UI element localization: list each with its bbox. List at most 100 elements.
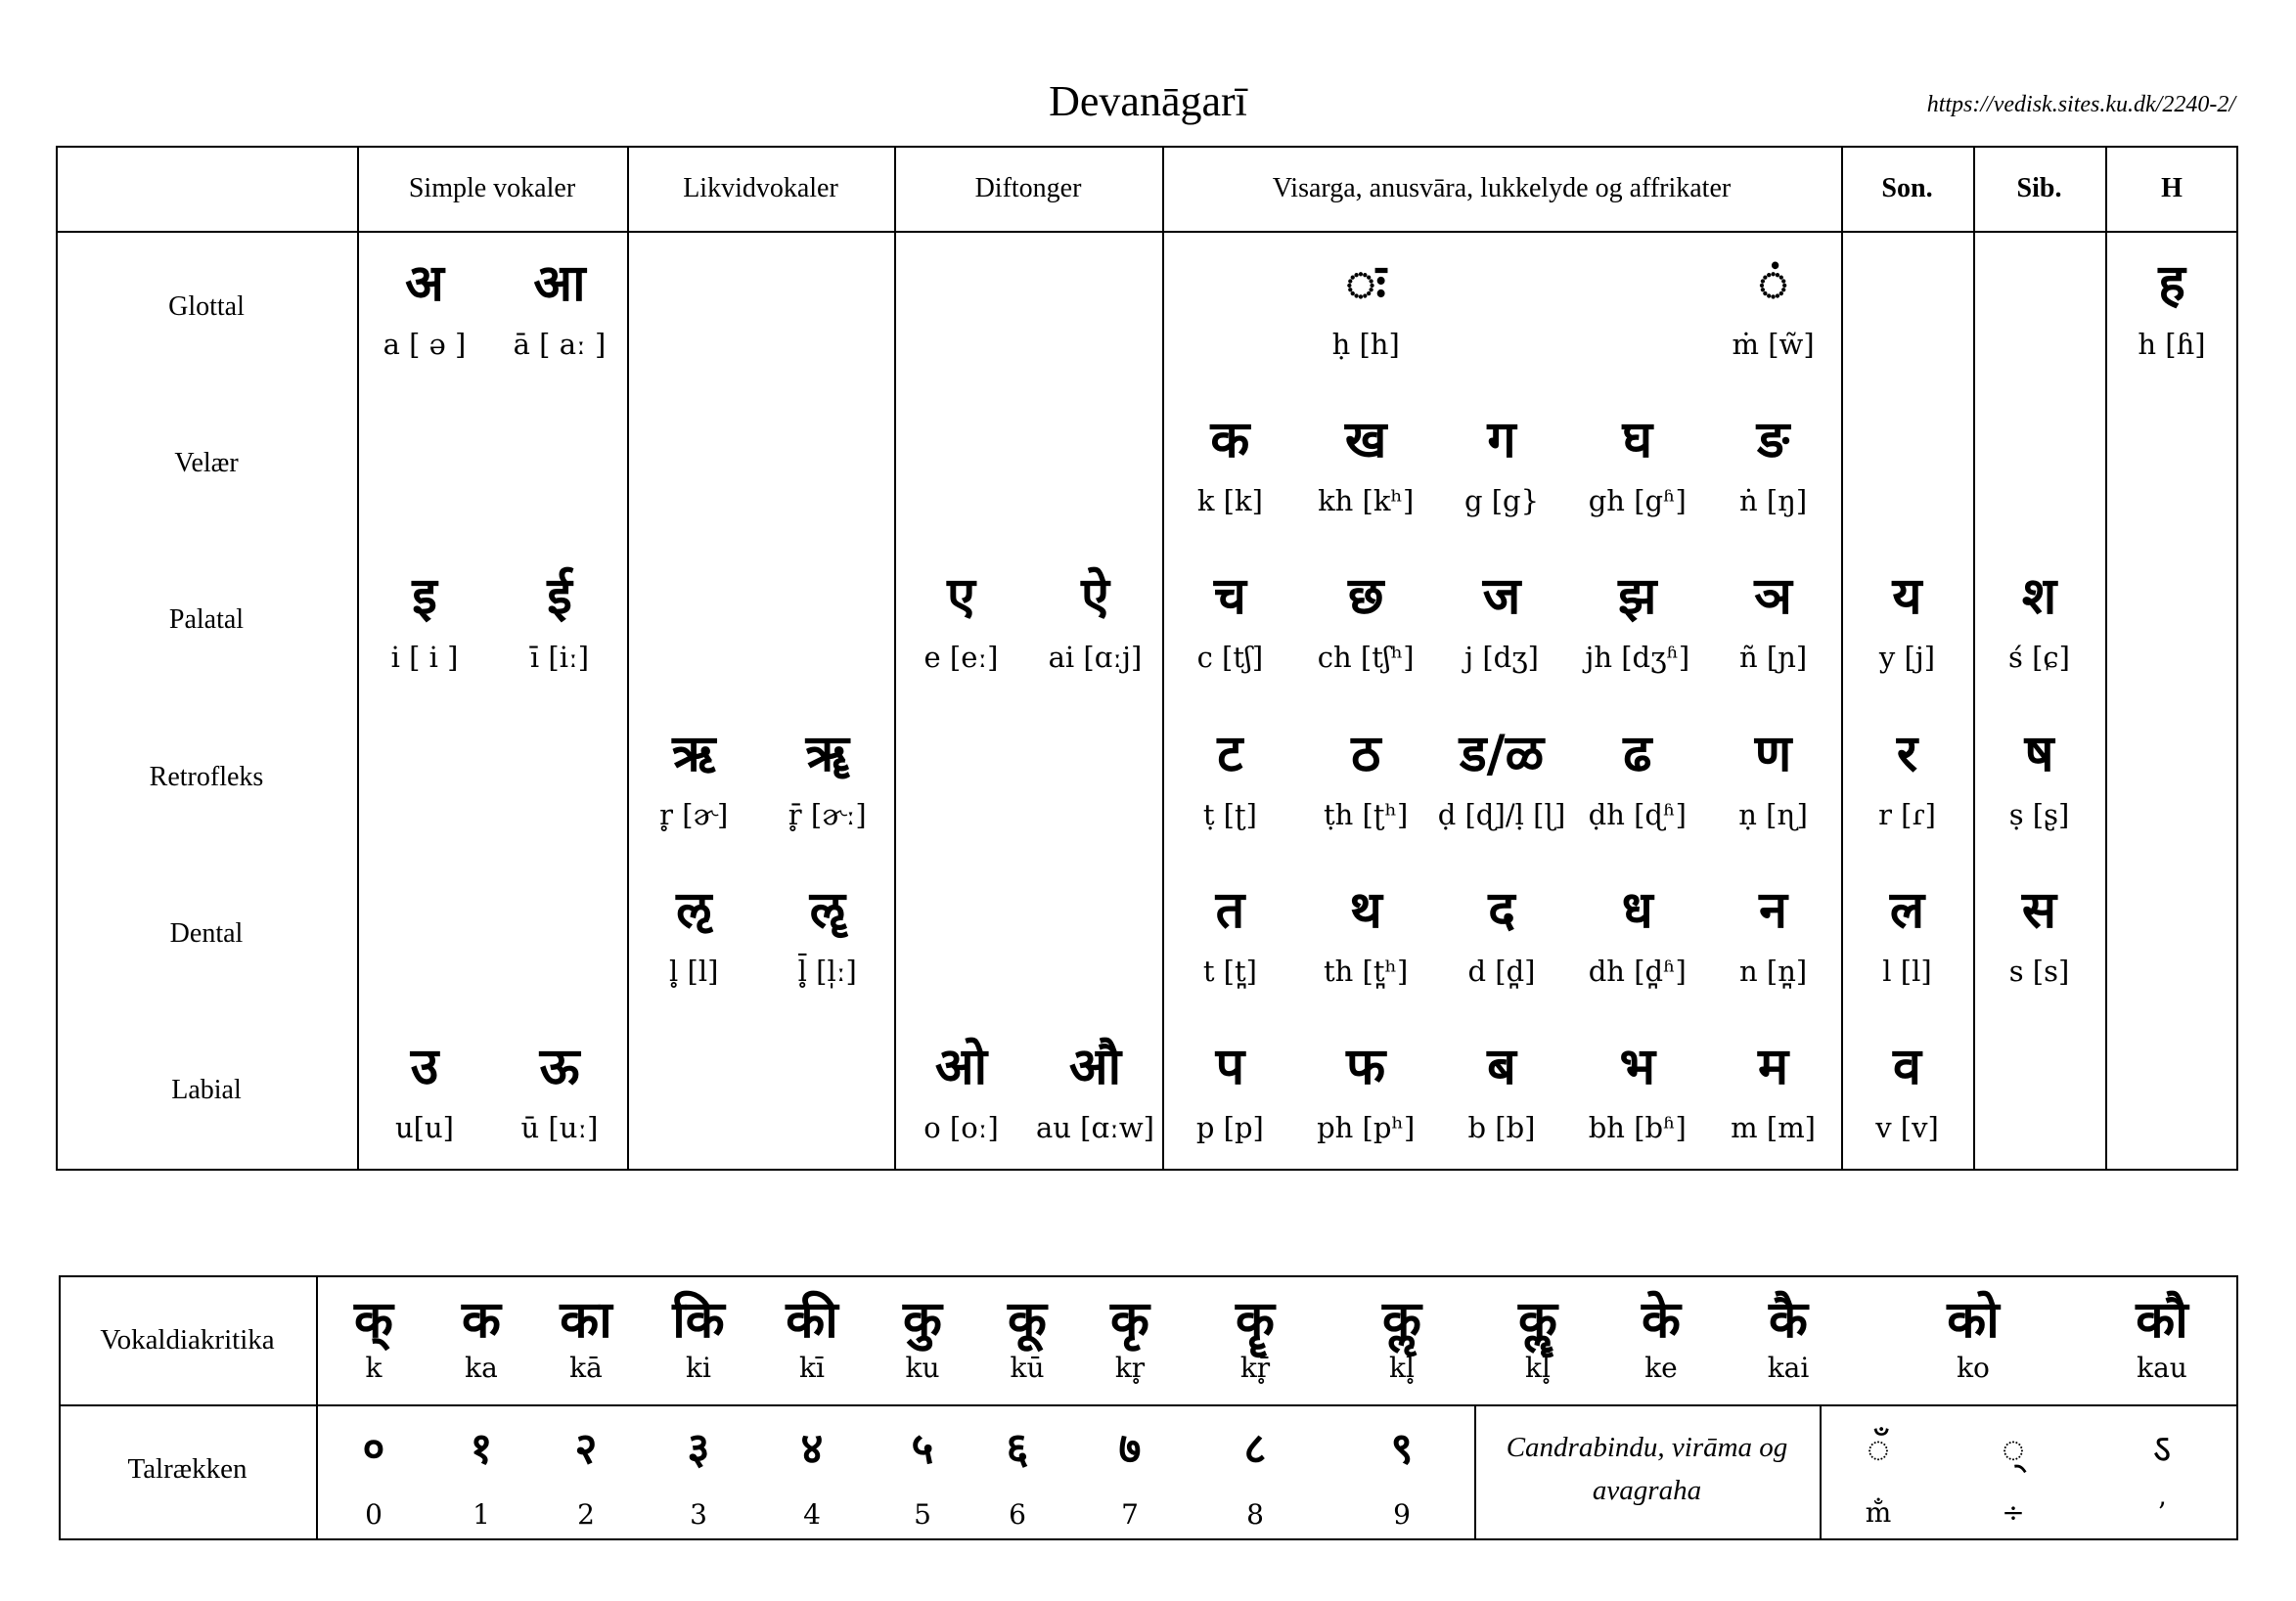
transliteration: g [g} xyxy=(1463,484,1540,518)
column-header: Simple vokaler xyxy=(408,172,576,203)
devanagari-glyph: ण xyxy=(1754,724,1792,783)
transliteration: c [tʃ] xyxy=(1196,641,1264,675)
letter-cell: ष ṣ [ʂ] xyxy=(1971,723,2108,832)
devanagari-glyph: को xyxy=(1947,1291,2000,1350)
transliteration: b [b] xyxy=(1467,1110,1536,1144)
diacritic-cell: क ka xyxy=(413,1289,550,1385)
devanagari-glyph: ञ xyxy=(1754,567,1792,627)
column-divider xyxy=(627,146,629,1171)
transliteration: v [v] xyxy=(1875,1110,1939,1144)
page-title: Devanāgarī xyxy=(1049,77,1247,125)
column-header: Son. xyxy=(1881,172,1933,203)
diacritic-cell: का kā xyxy=(518,1289,654,1385)
letter-cell: भ bh [bʱ] xyxy=(1569,1036,1706,1145)
letter-cell: ङ ṅ [ŋ] xyxy=(1705,409,1842,518)
column-divider xyxy=(1973,146,1975,1171)
transliteration: u[u] xyxy=(395,1110,454,1144)
transliteration: d [d̪] xyxy=(1467,954,1536,988)
arabic-numeral: 4 xyxy=(803,1498,821,1531)
diacritic-cell: की kī xyxy=(743,1289,880,1385)
letter-cell: श ś [ɕ] xyxy=(1971,565,2108,675)
diacritic-cell: कु ku xyxy=(854,1289,991,1385)
transliteration: jh [dʒʱ] xyxy=(1585,641,1690,675)
letter-cell: ट ṭ [ʈ] xyxy=(1161,723,1298,832)
transliteration: ś [ɕ] xyxy=(2008,641,2070,675)
devanagari-numeral: १ xyxy=(470,1424,493,1474)
letter-cell: ए e [eː] xyxy=(893,565,1030,675)
transliteration: ku xyxy=(905,1352,940,1384)
arabic-numeral: 3 xyxy=(690,1498,707,1531)
transliteration: ā [ aː ] xyxy=(513,328,607,361)
letter-cell: ल l [l] xyxy=(1839,879,1976,989)
transliteration: j [dʒ] xyxy=(1464,641,1539,675)
devanagari-glyph: कि xyxy=(672,1291,725,1350)
transliteration: kr̥ xyxy=(1114,1352,1146,1384)
arabic-numeral: 9 xyxy=(1393,1498,1411,1531)
letter-cell: म m [m] xyxy=(1705,1036,1842,1145)
letter-cell: स s [s] xyxy=(1971,879,2108,989)
devanagari-glyph: न xyxy=(1759,880,1788,940)
transliteration: ṁ [w̃] xyxy=(1732,328,1815,361)
devanagari-glyph: की xyxy=(786,1291,838,1350)
devanagari-glyph: ऐ xyxy=(1081,567,1109,627)
transliteration: au [ɑːw] xyxy=(1036,1110,1154,1144)
diacritic-cell: कॄ kr̥̄ xyxy=(1187,1289,1324,1385)
transliteration: s [s] xyxy=(2008,954,2070,988)
devanagari-glyph: आ xyxy=(533,254,586,313)
row-divider xyxy=(59,1404,2238,1406)
devanagari-glyph: ग xyxy=(1487,411,1516,470)
devanagari-glyph: कौ xyxy=(2136,1291,2188,1350)
devanagari-glyph: ई xyxy=(547,567,572,627)
transliteration: k [k] xyxy=(1196,484,1263,518)
transliteration: kā xyxy=(569,1352,603,1384)
devanagari-glyph: कू xyxy=(1008,1291,1047,1350)
header-divider xyxy=(56,231,2238,233)
devanagari-glyph: घ xyxy=(1622,411,1653,470)
devanagari-glyph: प xyxy=(1215,1037,1245,1096)
letter-cell: व v [v] xyxy=(1839,1036,1976,1145)
transliteration: kau xyxy=(2137,1352,2187,1384)
transliteration: ḍh [ɖʱ] xyxy=(1588,797,1687,831)
column-divider xyxy=(1162,146,1164,1171)
devanagari-glyph: द xyxy=(1488,880,1515,940)
devanagari-glyph: च xyxy=(1213,567,1246,627)
letter-cell: ः ḥ [h] xyxy=(1297,252,1434,362)
letter-cell: ह h [ɦ] xyxy=(2103,252,2240,362)
diacritic-cell: कॣ kl̥̄ xyxy=(1469,1289,1606,1385)
transliteration: l [l] xyxy=(1882,954,1932,988)
column-header: Diftonger xyxy=(974,172,1082,203)
letter-cell: न n [n̪] xyxy=(1705,879,1842,989)
row-label: Labial xyxy=(171,1074,242,1105)
letter-cell: ज j [dʒ] xyxy=(1433,565,1570,675)
transliteration: y [j] xyxy=(1878,641,1936,675)
transliteration: l̥̄ [l̩ː] xyxy=(797,954,857,988)
devanagari-glyph: इ xyxy=(412,567,437,627)
devanagari-glyph: ब xyxy=(1487,1037,1516,1096)
diacritic-cell: क् k xyxy=(305,1289,442,1385)
transliteration: r̥̄ [ɚː] xyxy=(788,797,867,831)
devanagari-numeral: ९ xyxy=(1390,1424,1414,1474)
devanagari-glyph: उ xyxy=(410,1037,439,1096)
devanagari-glyph: ओ xyxy=(934,1037,988,1096)
letter-cell: ख kh [kʰ] xyxy=(1297,409,1434,518)
devanagari-glyph: ड/ळ xyxy=(1459,724,1545,783)
column-divider xyxy=(2105,146,2107,1171)
transliteration: r̥ [ɚ] xyxy=(659,797,729,831)
diacritic-cell: कृ kr̥ xyxy=(1061,1289,1198,1385)
devanagari-glyph: ऌ xyxy=(676,880,712,940)
transliteration: kh [kʰ] xyxy=(1318,484,1415,518)
transliteration: n [n̪] xyxy=(1738,954,1808,988)
letter-cell: ढ ḍh [ɖʱ] xyxy=(1569,723,1706,832)
row-label: Vokaldiakritika xyxy=(100,1324,275,1356)
transliteration: ko xyxy=(1957,1352,1990,1384)
letter-cell: फ ph [pʰ] xyxy=(1297,1036,1434,1145)
devanagari-glyph: ध xyxy=(1621,880,1653,940)
transliteration: kr̥̄ xyxy=(1239,1352,1271,1384)
row-label: Dental xyxy=(169,917,244,949)
arabic-numeral: 6 xyxy=(1009,1498,1026,1531)
